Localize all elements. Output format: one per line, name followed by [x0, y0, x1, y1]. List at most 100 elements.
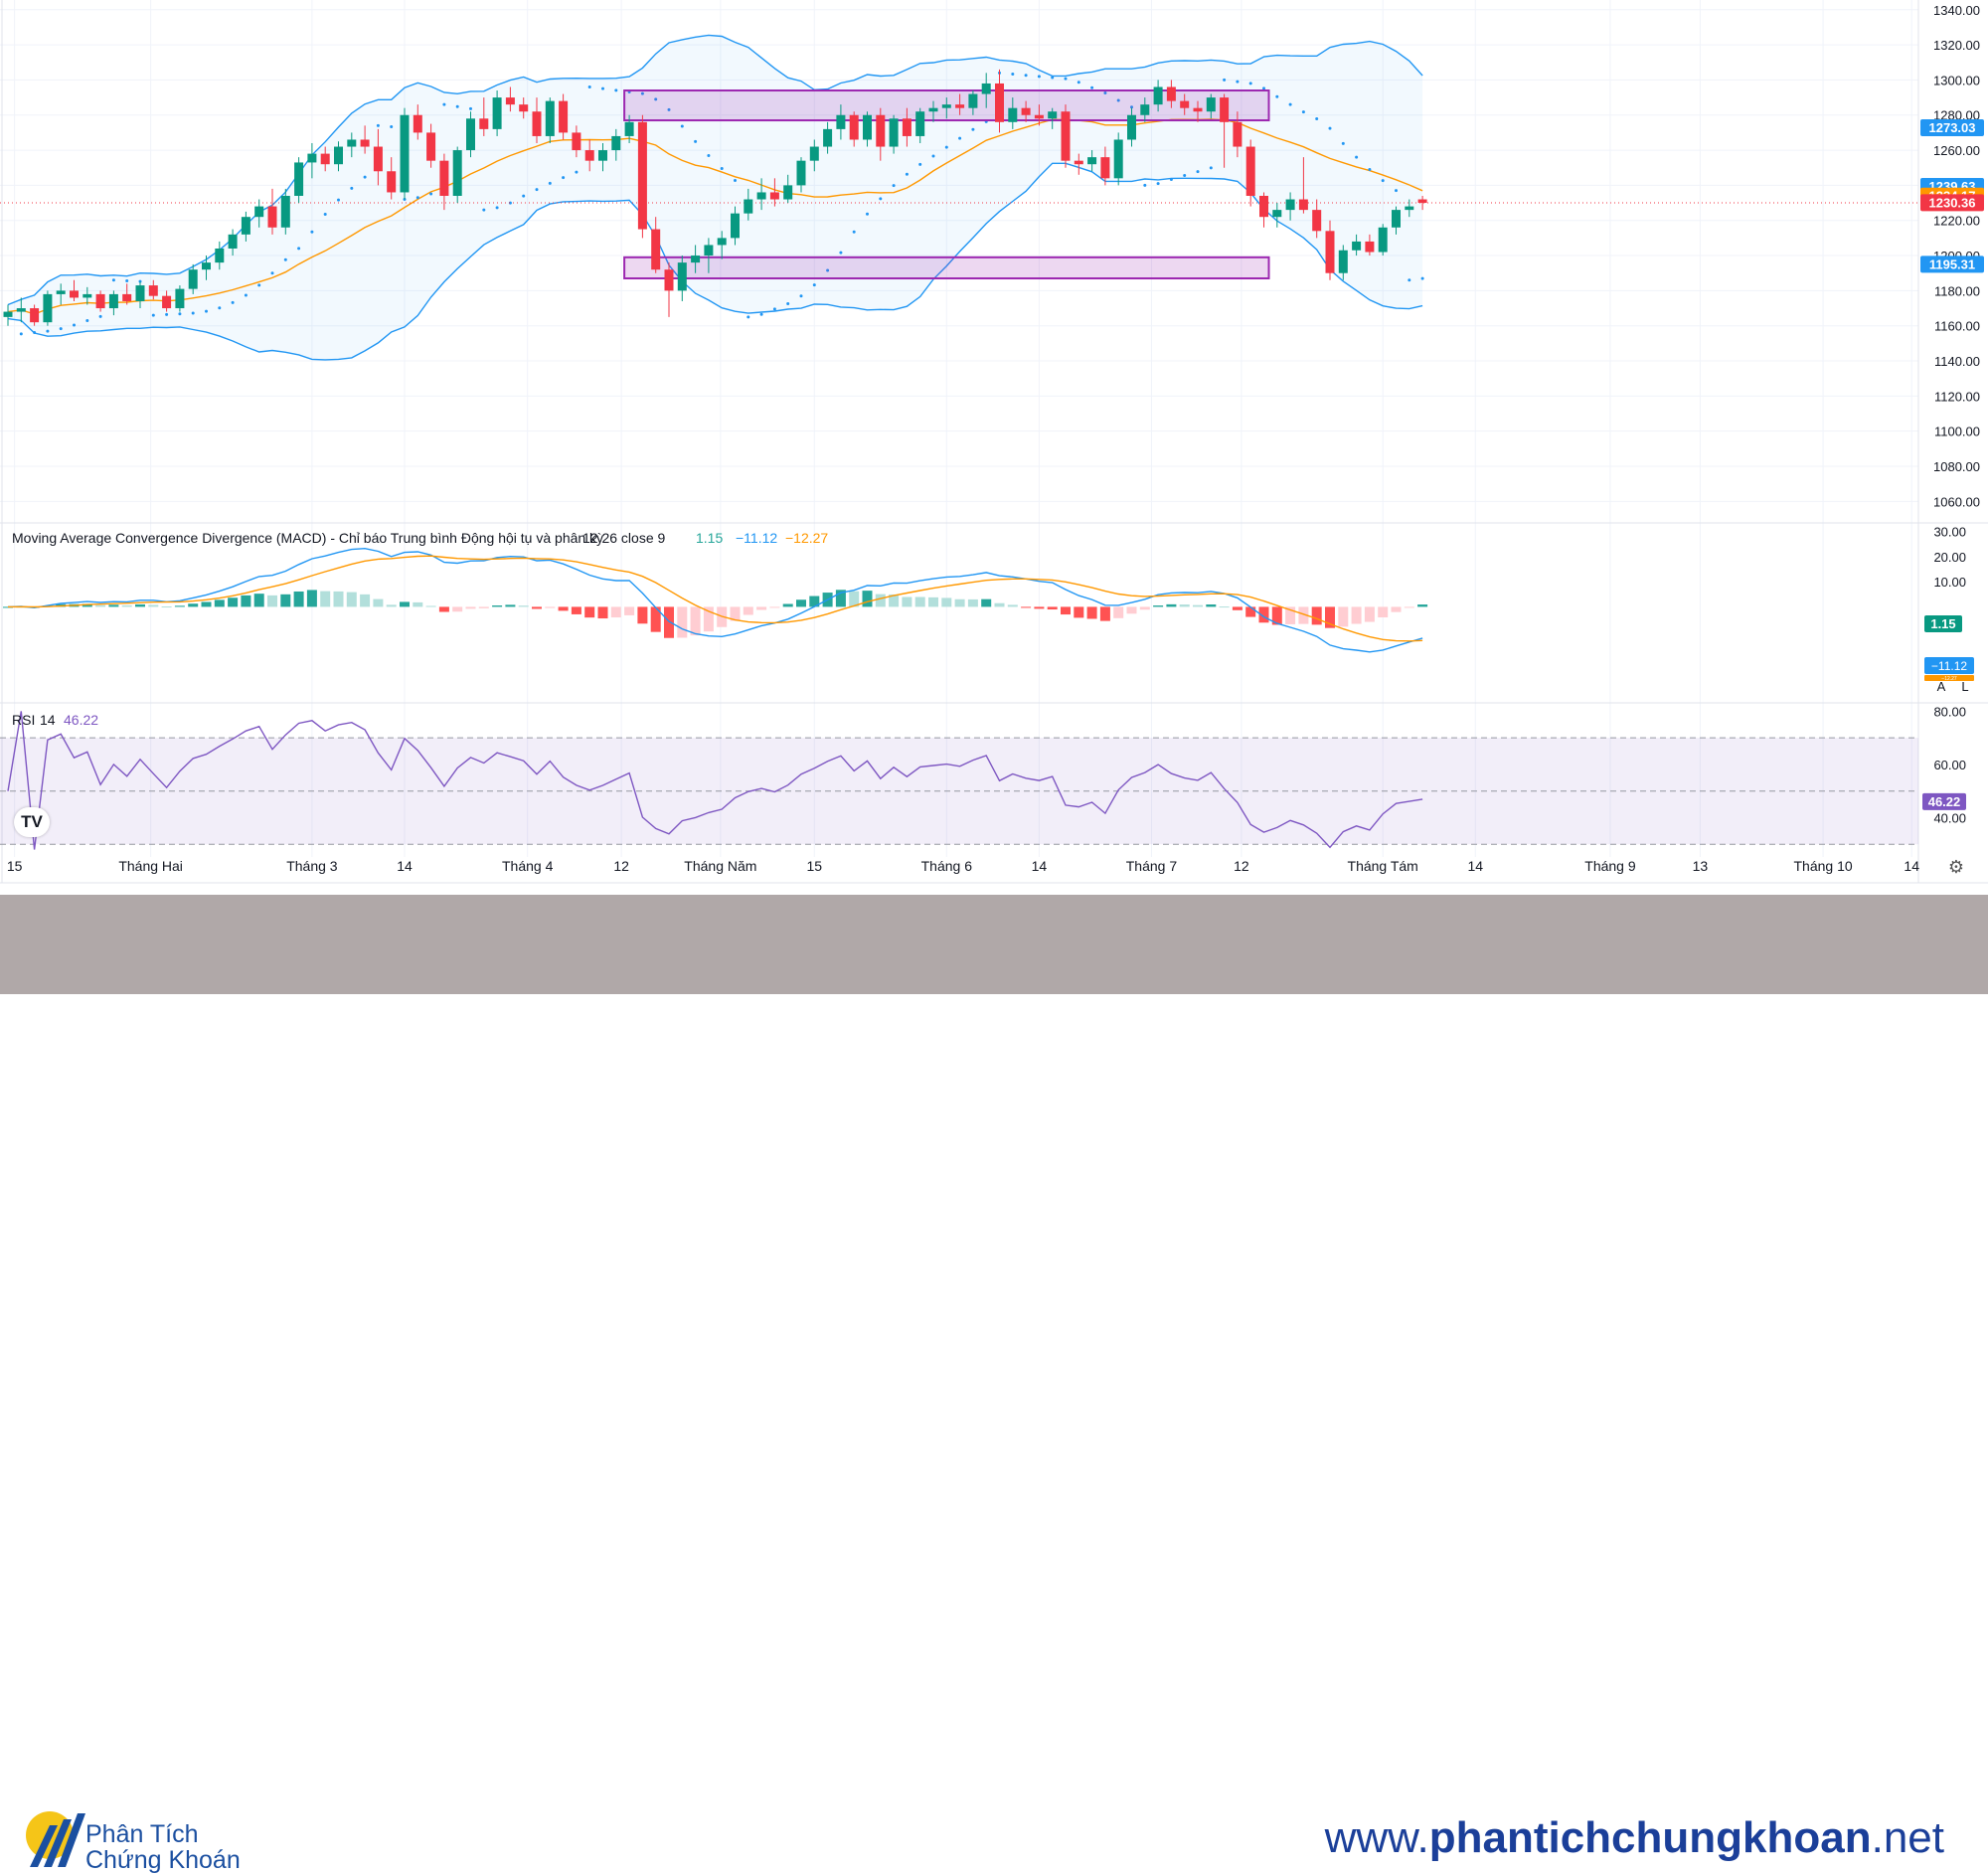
macd-hist-bar	[981, 598, 992, 607]
candle	[598, 143, 607, 172]
log-scale-button[interactable]: L	[1961, 679, 1969, 694]
rsi-value-label: 46.22	[1928, 794, 1961, 809]
macd-hist-bar	[201, 601, 212, 607]
sar-dot	[601, 86, 604, 90]
macd-hist-bar	[241, 595, 251, 607]
candle	[3, 304, 13, 326]
stock-chart[interactable]: 1340.001320.001300.001280.001260.001240.…	[0, 0, 1988, 895]
candle-body	[889, 118, 899, 147]
tradingview-logo[interactable]: TV	[14, 807, 50, 837]
candle	[731, 206, 740, 246]
candle-body	[95, 293, 105, 309]
candle	[56, 283, 66, 305]
sar-dot	[231, 300, 235, 304]
macd-hist-bar	[690, 606, 701, 636]
time-axis-label: 14	[1468, 858, 1484, 874]
time-axis-label: 14	[1032, 858, 1048, 874]
macd-hist-bar	[532, 606, 542, 609]
price-tick-label: 1160.00	[1934, 319, 1980, 334]
time-axis-label: Tháng 6	[921, 858, 973, 874]
candle-body	[1259, 195, 1268, 218]
candles	[3, 69, 1427, 326]
sar-dot	[33, 330, 37, 334]
url-domain: phantichchungkhoan	[1428, 1813, 1872, 1862]
macd-hist-bar	[505, 604, 516, 607]
candle	[413, 104, 422, 140]
sar-dot	[839, 251, 843, 255]
macd-hist-bar	[835, 590, 846, 607]
macd-hist-bar	[809, 596, 820, 607]
macd-tick-label: 20.00	[1933, 550, 1966, 565]
candle	[108, 290, 118, 316]
rsi-title: RSI	[12, 712, 35, 728]
candle-body	[611, 135, 621, 151]
candle-body	[809, 146, 819, 161]
macd-hist-bar	[267, 595, 277, 607]
sar-dot	[1368, 167, 1372, 171]
candle-body	[254, 206, 264, 218]
macd-hist-bar	[373, 598, 384, 607]
macd-hist-bar	[1364, 606, 1375, 622]
candle-body	[624, 121, 634, 136]
sar-dot	[1248, 82, 1252, 85]
candle	[162, 290, 172, 312]
candle	[1417, 195, 1427, 211]
brand-logo-icon	[26, 1811, 85, 1867]
candle-body	[1008, 107, 1018, 122]
price-tick-label: 1340.00	[1933, 3, 1980, 18]
sar-dot	[971, 127, 975, 131]
candle-body	[664, 269, 674, 291]
candle	[1312, 199, 1322, 239]
candle-body	[769, 192, 779, 200]
candle	[1325, 220, 1335, 280]
candle	[479, 97, 489, 136]
macd-hist-bar	[95, 604, 106, 607]
candle-body	[3, 311, 13, 317]
sar-dot	[1355, 155, 1359, 159]
macd-hist-bar	[597, 606, 608, 619]
sar-dot	[1064, 77, 1068, 81]
settings-gear-icon[interactable]: ⚙	[1947, 857, 1965, 877]
candle-body	[30, 308, 40, 323]
candle-body	[849, 114, 859, 140]
candle-body	[175, 288, 185, 309]
sar-dot	[905, 172, 909, 176]
candle	[360, 125, 370, 154]
candle	[941, 97, 951, 119]
rsi-tick-label: 60.00	[1933, 758, 1966, 772]
macd-hist-bar	[1113, 606, 1124, 618]
candle-body	[426, 132, 436, 161]
candle-body	[651, 229, 661, 270]
candle	[122, 283, 132, 305]
candle	[175, 285, 185, 312]
sar-dot	[1037, 75, 1041, 79]
candle-body	[637, 121, 647, 230]
sar-dot	[707, 154, 711, 158]
sar-dot	[734, 178, 737, 182]
rsi-value-label-box	[1922, 792, 1966, 810]
sar-dot	[376, 123, 380, 127]
time-axis-label: 15	[807, 858, 823, 874]
macd-hist-bar	[1391, 606, 1402, 612]
macd-hist-bar	[465, 606, 476, 609]
brand-line-2: Chứng Khoán	[85, 1846, 241, 1874]
auto-scale-button[interactable]: A	[1936, 679, 1946, 694]
sar-dot	[59, 327, 63, 331]
candle	[1233, 111, 1242, 158]
candle	[1365, 234, 1375, 256]
macd-histogram	[3, 590, 1428, 638]
macd-hist-bar	[452, 606, 463, 612]
candle-body	[559, 100, 569, 133]
candle-body	[995, 83, 1004, 122]
candle	[1021, 100, 1031, 122]
website-url[interactable]: www.phantichchungkhoan.net	[1325, 1813, 1944, 1863]
macd-hist-bar	[782, 603, 793, 607]
candle	[995, 69, 1004, 133]
macd-hist-bar	[1285, 606, 1296, 624]
macd-hist-bar	[941, 597, 952, 607]
candle-body	[1034, 114, 1044, 119]
candle	[466, 111, 475, 158]
candle	[704, 238, 714, 273]
macd-hist-bar	[558, 606, 569, 611]
